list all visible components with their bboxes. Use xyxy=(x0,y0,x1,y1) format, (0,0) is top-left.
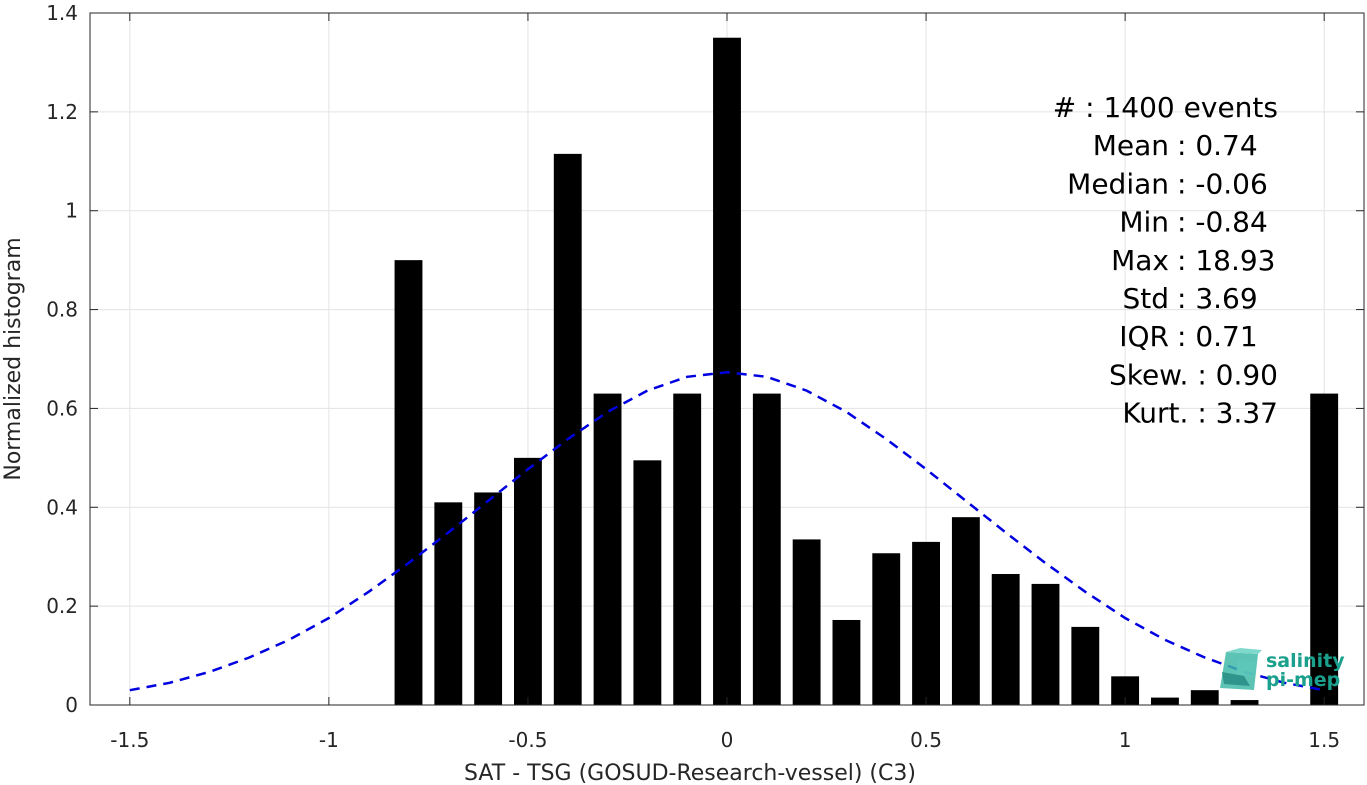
histogram-bars xyxy=(394,37,1339,705)
y-tick-label: 1.4 xyxy=(46,1,78,25)
salinity-pi-mep-logo: salinity pi-mep xyxy=(1220,648,1345,691)
histogram-bar xyxy=(593,393,622,705)
y-tick-label: 1 xyxy=(65,199,78,223)
histogram-bar xyxy=(633,460,662,705)
histogram-bar xyxy=(434,502,463,705)
y-tick-label: 0.8 xyxy=(46,298,78,322)
histogram-bar xyxy=(514,457,542,705)
stat-line: Mean: 0.74 xyxy=(1093,129,1258,162)
x-tick-label: 1 xyxy=(1119,728,1132,752)
stat-line: Min: -0.84 xyxy=(1119,206,1267,239)
logo-text-line1: salinity xyxy=(1266,650,1345,672)
histogram-bar xyxy=(951,517,980,705)
histogram-bar xyxy=(1151,697,1179,705)
x-tick-label: -1 xyxy=(319,728,339,752)
y-tick-label: 1.2 xyxy=(46,100,78,124)
histogram-bar xyxy=(1031,583,1060,705)
y-tick-label: 0.6 xyxy=(46,396,78,420)
stat-line: Skew. : 0.90 xyxy=(1109,358,1278,391)
y-axis-label: Normalized histogram xyxy=(1,237,26,480)
histogram-bar xyxy=(1190,690,1219,705)
histogram-bar xyxy=(832,619,861,705)
histogram-bar xyxy=(872,553,901,705)
histogram-bar xyxy=(394,260,423,705)
stat-line: IQR: 0.71 xyxy=(1119,320,1257,353)
histogram-bar xyxy=(912,541,940,705)
histogram-bar xyxy=(673,393,702,705)
stat-line: # : 1400 events xyxy=(1053,91,1278,124)
y-axis-ticks: 0 0.2 0.4 0.6 0.8 1 1.2 1.4 xyxy=(46,1,1364,717)
stat-line: Std: 3.69 xyxy=(1122,282,1257,315)
stat-line: Max: 18.93 xyxy=(1111,244,1275,277)
histogram-bar xyxy=(474,492,503,705)
histogram-bar xyxy=(1230,700,1259,705)
x-axis-label: SAT - TSG (GOSUD-Research-vessel) (C3) xyxy=(464,761,916,785)
histogram-bar xyxy=(1071,626,1100,705)
histogram-bar xyxy=(792,539,821,705)
histogram-bar xyxy=(1310,393,1339,705)
x-tick-label: 0 xyxy=(721,728,734,752)
y-tick-label: 0.4 xyxy=(46,495,78,519)
y-tick-label: 0 xyxy=(65,693,78,717)
histogram-bar xyxy=(752,393,781,705)
statistics-box: # : 1400 events Mean: 0.74 Median: -0.06 Mi… xyxy=(1053,91,1278,430)
histogram-bar xyxy=(991,574,1020,705)
x-axis-ticks: -1.5 -1 -0.5 0 0.5 1 1.5 xyxy=(110,13,1340,752)
histogram-bar xyxy=(553,153,582,705)
x-tick-label: -0.5 xyxy=(508,728,547,752)
x-tick-label: 1.5 xyxy=(1308,728,1340,752)
logo-mark-icon xyxy=(1220,648,1262,690)
y-tick-label: 0.2 xyxy=(46,594,78,618)
stat-line: Kurt. : 3.37 xyxy=(1122,397,1278,430)
x-tick-label: -1.5 xyxy=(110,728,149,752)
normal-fit-curve xyxy=(129,371,1325,692)
logo-text-line2: pi-mep xyxy=(1266,669,1340,691)
x-tick-label: 0.5 xyxy=(910,728,942,752)
stat-line: Median: -0.06 xyxy=(1067,167,1268,200)
